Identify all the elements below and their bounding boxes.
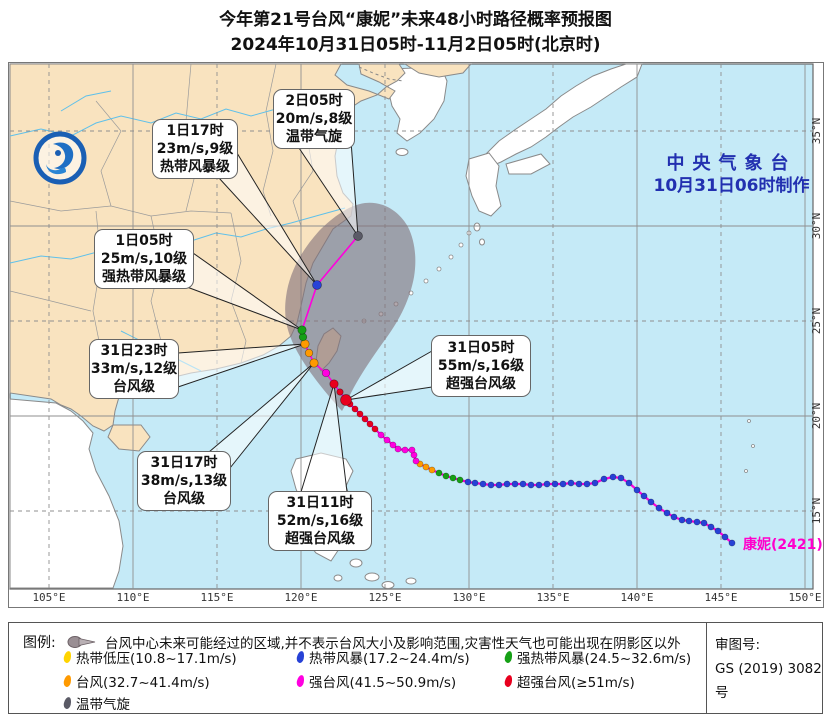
lat-tick-label: 15°N: [810, 498, 823, 525]
axis-labels: 105°E 110°E 115°E 120°E 125°E 130°E 135°E 140°E…: [32, 118, 823, 604]
legend-item: 热带低压(10.8~17.1m/s): [62, 647, 237, 667]
callout-line: 31日23时: [100, 343, 168, 359]
legend-item: 台风(32.7~41.4m/s): [62, 671, 210, 691]
legend-item: 强热带风暴(24.5~32.6m/s): [503, 647, 692, 667]
lat-tick-label: 35°N: [810, 118, 823, 145]
forecast-callout: 1日17时 23m/s,9级 热带风暴级: [152, 119, 238, 179]
figure-title: 今年第21号台风“康妮”未来48小时路径概率预报图 2024年10月31日05时…: [0, 8, 831, 58]
forecast-callout: 31日05时 55m/s,16级 超强台风级: [431, 335, 531, 397]
callout-line: 31日17时: [150, 455, 218, 471]
map-canvas: 105°E 110°E 115°E 120°E 125°E 130°E 135°E 140°E…: [9, 63, 823, 604]
map-panel: 105°E 110°E 115°E 120°E 125°E 130°E 135°E 140°E…: [8, 62, 824, 608]
legend-panel: 图例: 台风中心未来可能经过的区域,并不表示台风大小及影响范围,灾害性天气也可能…: [8, 622, 823, 714]
legend-item-label: 热带低压(10.8~17.1m/s): [76, 651, 237, 667]
lon-tick-label: 125°E: [368, 591, 401, 604]
callout-line: 52m/s,16级: [276, 513, 364, 529]
lat-tick-label: 30°N: [810, 213, 823, 240]
forecast-callout: 31日11时 52m/s,16级 超强台风级: [268, 491, 372, 551]
forecast-cone: [285, 202, 416, 411]
legend-item: 热带风暴(17.2~24.4m/s): [295, 647, 470, 667]
callout-line: 31日05时: [447, 340, 515, 356]
forecast-callout: 2日05时 20m/s,8级 温带气旋: [273, 89, 355, 149]
lon-tick-label: 130°E: [452, 591, 485, 604]
forecast-callout: 31日17时 38m/s,13级 台风级: [137, 451, 231, 511]
callout-line: 2日05时: [285, 93, 343, 109]
lon-tick-label: 110°E: [116, 591, 149, 604]
callout-line: 31日11时: [286, 495, 354, 511]
forecast-callout: 31日23时 33m/s,12级 台风级: [89, 339, 179, 399]
lon-tick-label: 135°E: [536, 591, 569, 604]
callout-line: 热带风暴级: [160, 159, 230, 175]
legend-item-label: 超强台风(≥51m/s): [517, 675, 635, 691]
lon-tick-label: 115°E: [200, 591, 233, 604]
lat-tick-label: 20°N: [810, 403, 823, 430]
intensity-dot-icon: [295, 650, 306, 664]
callout-line: 1日17时: [166, 123, 224, 139]
legend-item-label: 热带风暴(17.2~24.4m/s): [309, 651, 470, 667]
callout-line: 台风级: [113, 379, 155, 395]
lon-tick-label: 145°E: [704, 591, 737, 604]
map-approval: 审图号: GS (2019) 3082号: [706, 623, 822, 713]
approval-label: 审图号:: [715, 637, 761, 653]
cone-icon: [67, 636, 96, 648]
dashed-border: [358, 66, 404, 82]
storm-name-label: 康妮(2421): [743, 536, 823, 553]
lon-tick-label: 105°E: [32, 591, 65, 604]
legend-item: 温带气旋: [62, 693, 130, 713]
callout-line: 55m/s,16级: [437, 358, 525, 374]
callout-line: 33m/s,12级: [90, 361, 178, 377]
approval-number: GS (2019) 3082号: [715, 661, 822, 701]
legend-item-label: 台风(32.7~41.4m/s): [76, 675, 210, 691]
callout-line: 23m/s,9级: [156, 141, 234, 157]
forecast-callout: 1日05时 25m/s,10级 强热带风暴级: [94, 229, 194, 289]
callout-line: 台风级: [163, 491, 205, 507]
legend-item: 超强台风(≥51m/s): [503, 671, 635, 691]
lat-tick-label: 25°N: [810, 308, 823, 335]
lon-tick-label: 150°E: [788, 591, 821, 604]
legend-item-label: 温带气旋: [76, 697, 130, 713]
intensity-dot-icon: [503, 650, 514, 664]
callout-line: 超强台风级: [285, 531, 355, 547]
legend-item-label: 强热带风暴(24.5~32.6m/s): [517, 651, 692, 667]
cone-description: 台风中心未来可能经过的区域,并不表示台风大小及影响范围,灾害性天气也可能出现在阴…: [105, 636, 681, 652]
intensity-dot-icon: [295, 674, 306, 688]
callout-line: 38m/s,13级: [140, 473, 228, 489]
legend-item-label: 强台风(41.5~50.9m/s): [309, 675, 457, 691]
legend-left: 图例: 台风中心未来可能经过的区域,并不表示台风大小及影响范围,灾害性天气也可能…: [9, 623, 706, 713]
callout-line: 超强台风级: [446, 376, 516, 392]
intensity-dot-icon: [62, 696, 73, 710]
title-line2: 2024年10月31日05时-11月2日05时(北京时): [230, 35, 601, 55]
callout-line: 温带气旋: [286, 129, 342, 145]
callout-line: 25m/s,10级: [100, 251, 188, 267]
typhoon-track: [297, 231, 736, 547]
legend-title: 图例:: [23, 635, 56, 651]
issue-time: 10月31日06时制作: [653, 176, 810, 196]
callout-line: 20m/s,8级: [275, 111, 353, 127]
intensity-dot-icon: [503, 674, 514, 688]
intensity-dot-icon: [62, 650, 73, 664]
cma-logo: [33, 131, 87, 185]
agency-name: 中央气象台: [666, 153, 797, 174]
title-line1: 今年第21号台风“康妮”未来48小时路径概率预报图: [219, 10, 612, 30]
lon-tick-label: 120°E: [284, 591, 317, 604]
intensity-dot-icon: [62, 674, 73, 688]
agency-watermark: 中央气象台 10月31日06时制作: [634, 153, 829, 197]
callout-line: 1日05时: [115, 233, 173, 249]
lon-tick-label: 140°E: [620, 591, 653, 604]
callout-line: 强热带风暴级: [102, 269, 186, 285]
legend-item: 强台风(41.5~50.9m/s): [295, 671, 457, 691]
